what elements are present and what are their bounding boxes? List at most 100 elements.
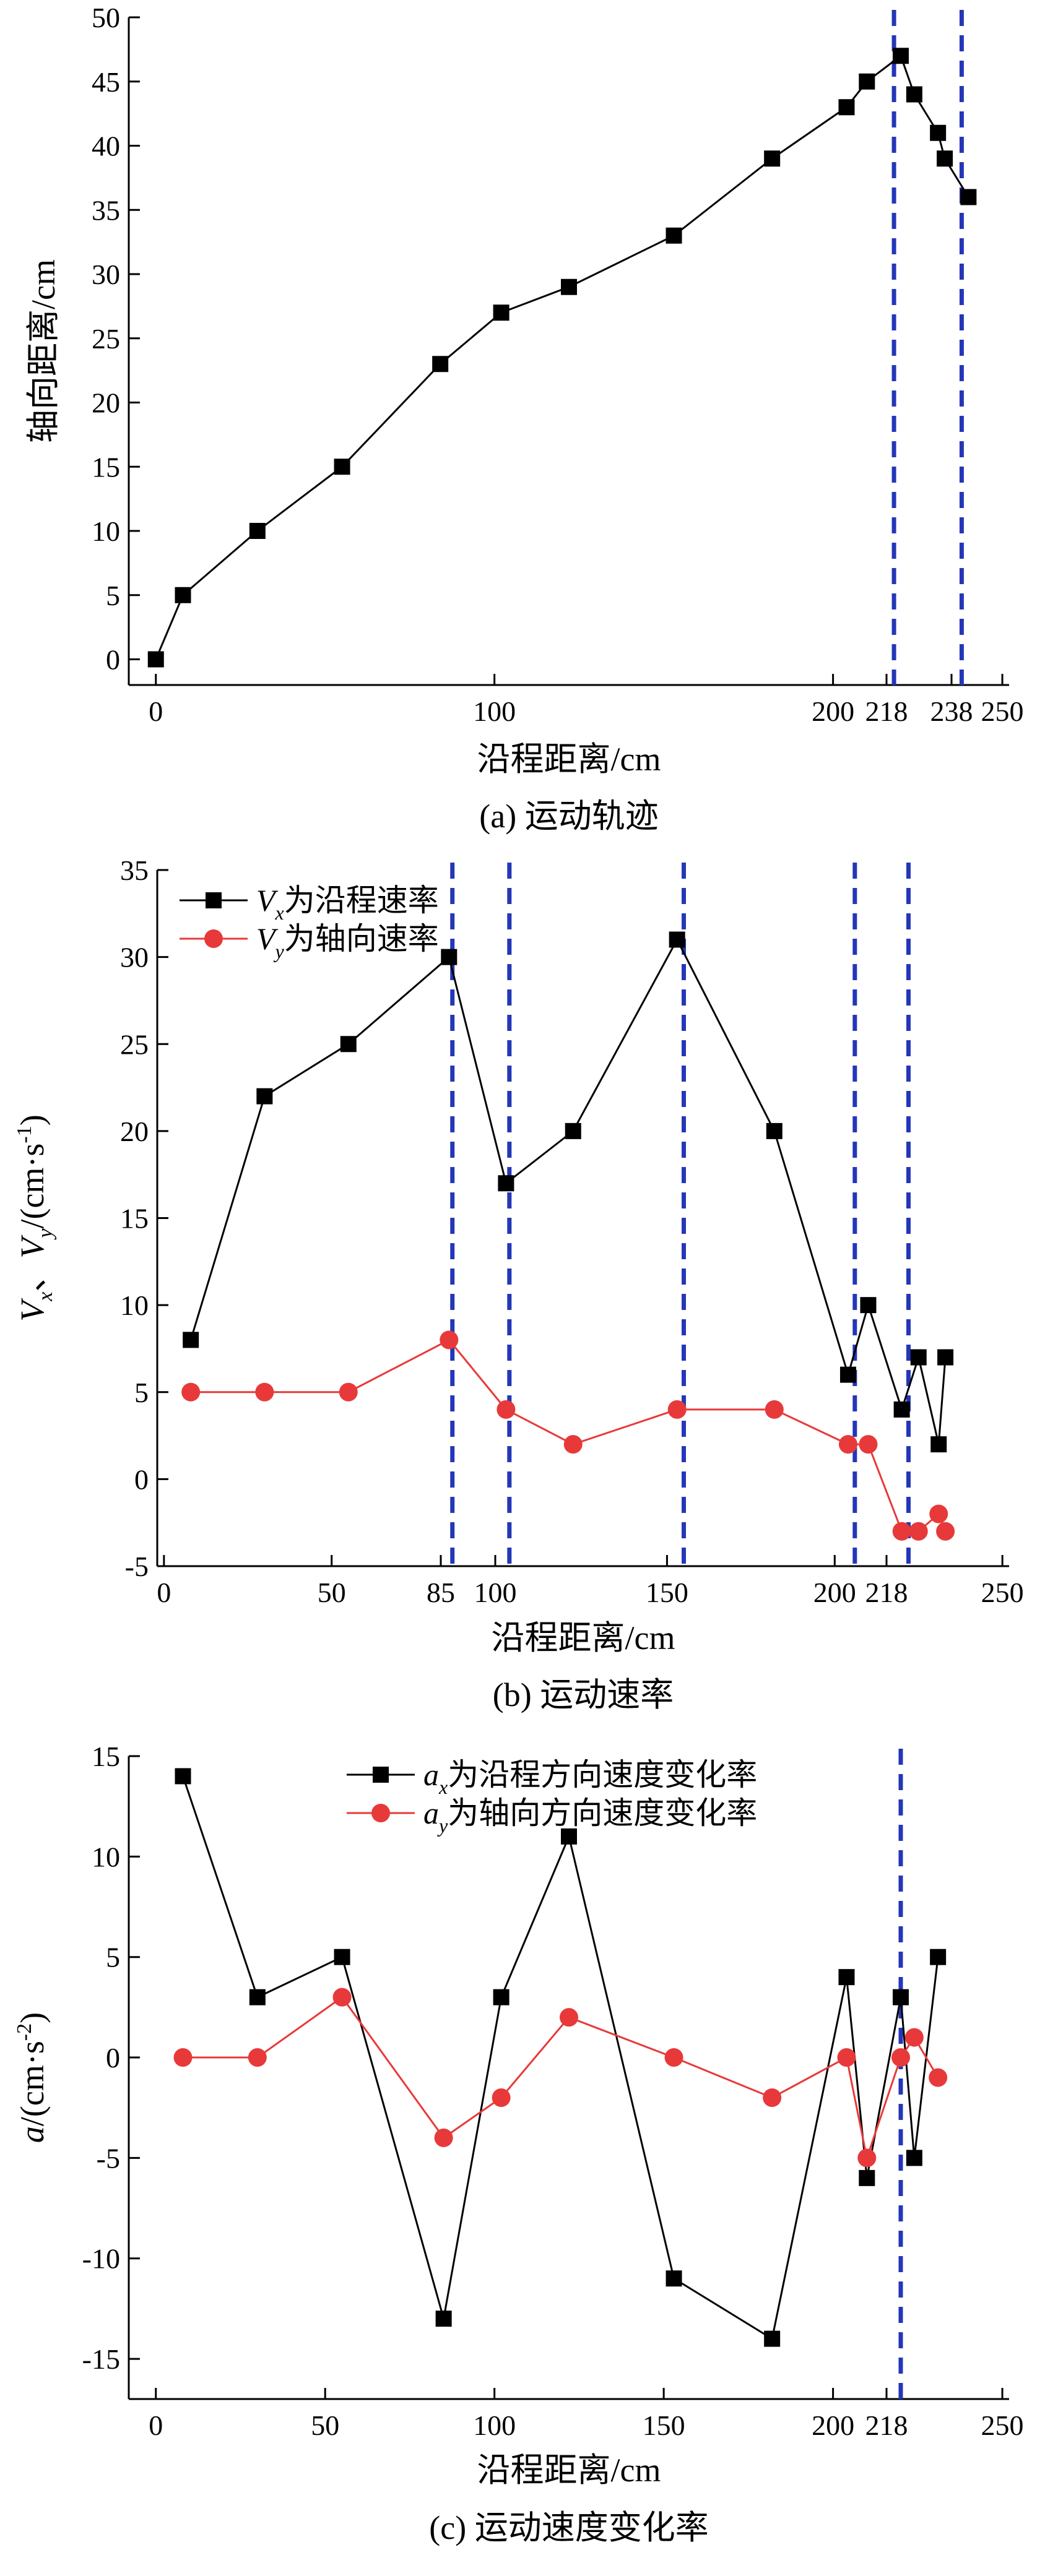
series-line-0 xyxy=(155,54,969,660)
legend-sub: x xyxy=(275,902,284,924)
series-line-0 xyxy=(189,937,947,1445)
x-tick-label: 85 xyxy=(427,1577,455,1608)
data-point-square xyxy=(839,1366,856,1383)
data-point-square xyxy=(432,356,449,373)
data-point-circle xyxy=(936,1522,955,1541)
y-tick-label: 5 xyxy=(134,1377,149,1408)
data-point-circle xyxy=(255,1382,274,1402)
x-tick-label: 150 xyxy=(646,1577,688,1608)
data-point-square xyxy=(175,1768,191,1785)
legend-var: V xyxy=(256,921,279,956)
data-point-square xyxy=(175,587,191,603)
data-point-circle xyxy=(563,1435,583,1454)
legend-text: 为沿程速率 xyxy=(284,883,439,918)
y-axis-label: Vx、Vy/(cm·s-1) xyxy=(13,1114,57,1321)
data-point-circle xyxy=(763,2088,782,2107)
data-point-square xyxy=(906,86,922,103)
data-point-circle xyxy=(560,2008,578,2027)
y-tick-label: -10 xyxy=(82,2243,120,2275)
ylabel-close: ) xyxy=(14,1114,51,1126)
data-point-square xyxy=(498,1175,514,1192)
y-tick-label: 40 xyxy=(92,131,120,162)
data-point-square xyxy=(960,189,977,205)
data-point-square xyxy=(147,651,164,668)
data-point-square xyxy=(666,2270,682,2287)
y-tick-label: 30 xyxy=(92,259,120,290)
data-point-square xyxy=(860,1297,877,1314)
data-point-square xyxy=(838,99,855,116)
ylabel-sub: y xyxy=(34,1228,57,1240)
data-point-circle xyxy=(891,2048,910,2067)
data-point-square xyxy=(892,1989,909,2005)
data-point-circle xyxy=(440,1330,459,1350)
y-tick-label: 30 xyxy=(120,942,149,973)
data-point-circle xyxy=(904,2028,924,2047)
chart-caption: (b) 运动速率 xyxy=(493,1676,674,1713)
x-tick-label: 50 xyxy=(311,2410,339,2441)
x-axis-label: 沿程距离/cm xyxy=(477,2452,661,2489)
chart-caption: (a) 运动轨迹 xyxy=(479,798,658,835)
y-tick-label: 15 xyxy=(92,451,120,483)
legend-sub: y xyxy=(437,1814,448,1837)
y-tick-label: 0 xyxy=(106,2042,120,2074)
data-point-square xyxy=(766,1122,783,1139)
data-point-square xyxy=(256,1088,273,1105)
y-tick-label: 15 xyxy=(120,1203,149,1234)
x-tick-label: 218 xyxy=(865,2410,908,2441)
y-tick-label: 25 xyxy=(92,323,120,355)
legend-entry: Vy为轴向速率 xyxy=(256,921,439,962)
data-point-circle xyxy=(339,1382,358,1402)
data-point-square xyxy=(249,523,266,539)
data-point-square xyxy=(340,1036,357,1053)
ylabel-sub: x xyxy=(34,1292,57,1302)
data-point-circle xyxy=(929,2068,948,2087)
data-point-square xyxy=(937,150,953,167)
ylabel-var: V xyxy=(14,1234,51,1259)
data-point-square xyxy=(892,48,909,64)
ylabel-var: V xyxy=(14,1298,51,1322)
ylabel-unit: /(cm·s xyxy=(14,1144,51,1229)
x-tick-label: 200 xyxy=(812,2410,854,2441)
data-point-square xyxy=(493,304,509,321)
y-tick-label: 0 xyxy=(134,1463,149,1495)
legend-swatch-circle xyxy=(371,1804,390,1822)
legend-sub: y xyxy=(274,940,285,962)
data-point-circle xyxy=(248,2048,267,2067)
ylabel-var: a xyxy=(14,2126,51,2143)
y-tick-label: -15 xyxy=(82,2343,120,2375)
data-point-square xyxy=(859,2169,875,2186)
data-point-circle xyxy=(765,1400,784,1419)
x-tick-label: 150 xyxy=(643,2410,685,2441)
data-point-square xyxy=(906,2150,922,2166)
y-tick-label: 35 xyxy=(120,855,149,886)
data-point-square xyxy=(669,931,685,948)
data-point-circle xyxy=(173,2048,193,2067)
series-line-0 xyxy=(182,1775,939,2340)
y-tick-label: 5 xyxy=(106,580,120,611)
x-axis-label: 沿程距离/cm xyxy=(492,1619,675,1656)
data-point-square xyxy=(930,1949,947,1965)
legend-var: a xyxy=(423,1796,439,1830)
x-tick-label: 250 xyxy=(981,696,1024,727)
x-tick-label: 100 xyxy=(474,1577,517,1608)
x-tick-label: 0 xyxy=(157,1577,171,1608)
x-tick-label: 250 xyxy=(981,1577,1024,1608)
data-point-circle xyxy=(857,2148,877,2168)
y-axis-label: a/(cm·s-2) xyxy=(13,2012,51,2143)
data-point-square xyxy=(930,1436,947,1453)
y-tick-label: 20 xyxy=(120,1116,149,1147)
series-line-1 xyxy=(191,1338,947,1533)
y-tick-label: 20 xyxy=(92,387,120,419)
legend-swatch-circle xyxy=(204,929,223,948)
legend-var: a xyxy=(423,1757,439,1792)
data-point-square xyxy=(565,1122,581,1139)
legend-var: V xyxy=(256,883,279,918)
data-point-square xyxy=(930,124,947,141)
data-point-circle xyxy=(664,2048,683,2067)
series-line-1 xyxy=(183,1996,939,2162)
ylabel-sep: 、 xyxy=(14,1259,51,1292)
legend-text: 为轴向方向速度变化率 xyxy=(448,1796,757,1830)
